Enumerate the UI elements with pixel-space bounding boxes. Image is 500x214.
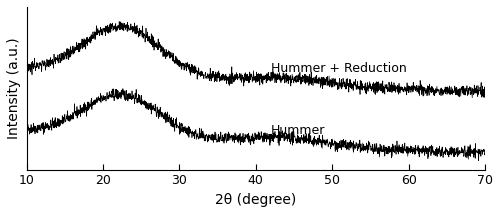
Y-axis label: Intensity (a.u.): Intensity (a.u.) (7, 37, 21, 139)
X-axis label: 2θ (degree): 2θ (degree) (215, 193, 296, 207)
Text: Hummer: Hummer (271, 124, 326, 137)
Text: Hummer + Reduction: Hummer + Reduction (271, 62, 407, 75)
